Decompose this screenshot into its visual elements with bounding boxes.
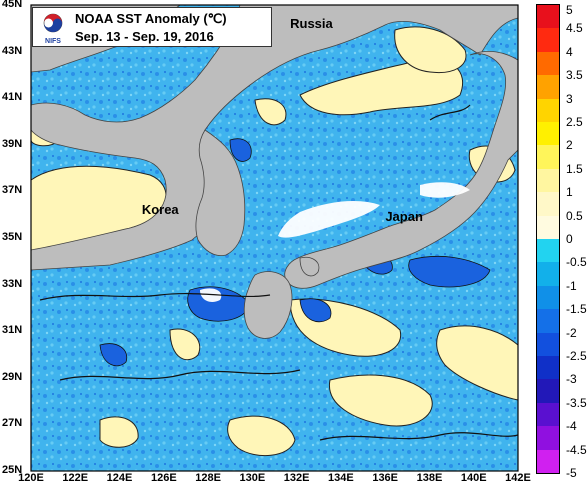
colorbar-segment — [537, 192, 559, 217]
lat-label: 29N — [2, 370, 23, 383]
colorbar-segment — [537, 449, 559, 474]
japan-land — [243, 50, 518, 339]
colorbar-segment — [537, 309, 559, 334]
colorbar-segment — [537, 5, 559, 29]
colorbar-segment — [537, 426, 559, 451]
colorbar-segment — [537, 122, 559, 146]
colorbar-tick-label: 1 — [566, 185, 573, 200]
colorbar-tick-label: 2 — [566, 138, 573, 153]
colorbar-segment — [537, 285, 559, 310]
lon-label: 136E — [372, 472, 399, 484]
lat-label: 45N — [2, 0, 23, 10]
nifs-logo: NIFS — [43, 13, 63, 45]
map-frame — [30, 4, 519, 472]
anomaly-contours — [39, 104, 518, 441]
cloud-mask — [200, 182, 470, 302]
lat-label: 39N — [2, 137, 23, 150]
map-date-range: Sep. 13 - Sep. 19, 2016 — [75, 29, 214, 44]
lat-label: 27N — [2, 417, 23, 430]
colorbar-segment — [537, 75, 559, 100]
colorbar-tick-label: -0.5 — [566, 255, 587, 270]
colorbar-tick-label: 0 — [566, 232, 573, 246]
colorbar-tick-label: -4 — [566, 419, 577, 434]
colorbar-segment — [537, 215, 559, 240]
place-label-korea: Korea — [141, 202, 179, 218]
colorbar-tick-label: 4.5 — [566, 21, 583, 36]
lon-label: 128E — [195, 472, 221, 484]
place-label-russia: Russia — [290, 15, 333, 31]
lon-label: 120E — [18, 472, 44, 484]
lon-label: 130E — [239, 472, 266, 484]
colorbar-segment — [537, 98, 559, 123]
colorbar-tick-label: 3 — [566, 91, 573, 106]
colorbar-segment — [537, 356, 559, 380]
colorbar-tick-label: -3 — [566, 372, 577, 387]
lon-label: 122E — [62, 472, 89, 484]
colorbar-tick-label: -1 — [566, 278, 577, 293]
lat-label: 35N — [2, 231, 23, 243]
colorbar-segment — [537, 28, 559, 53]
colorbar-segment — [537, 145, 559, 170]
lat-label: 37N — [2, 184, 23, 197]
lat-label: 31N — [2, 324, 23, 337]
colorbar-segment — [537, 262, 559, 287]
colorbar-tick-label: 3.5 — [566, 68, 583, 83]
lon-label: 142E — [505, 472, 531, 484]
colorbar — [536, 4, 560, 474]
svg-text:NIFS: NIFS — [45, 38, 61, 45]
colorbar-tick-label: -2 — [566, 325, 577, 340]
colorbar-tick-label: -5 — [566, 466, 577, 480]
colorbar-tick-label: -4.5 — [566, 442, 587, 457]
lon-label: 140E — [460, 472, 487, 484]
place-label-japan: Japan — [385, 209, 423, 225]
colorbar-tick-label: 5 — [566, 3, 573, 17]
colorbar-tick-label: 4 — [566, 44, 573, 59]
colorbar-segment — [537, 332, 559, 357]
lon-label: 132E — [283, 472, 310, 484]
lat-label: 33N — [2, 277, 23, 290]
lat-label: 43N — [2, 44, 23, 57]
colorbar-segment — [537, 168, 559, 193]
map-title: NOAA SST Anomaly (℃) — [75, 11, 227, 26]
colorbar-segment — [537, 402, 559, 427]
colorbar-segment — [537, 379, 559, 404]
colorbar-tick-label: 2.5 — [566, 115, 583, 129]
colorbar-tick-label: 0.5 — [566, 208, 583, 223]
colorbar-segment — [537, 239, 559, 263]
colorbar-tick-label: 1.5 — [566, 161, 583, 176]
lat-label: 41N — [2, 91, 23, 104]
lon-label: 126E — [150, 472, 177, 484]
title-box: NIFS NOAA SST Anomaly (℃) Sep. 13 - Sep.… — [32, 7, 272, 47]
colorbar-tick-label: -1.5 — [566, 302, 587, 317]
lon-label: 124E — [106, 472, 133, 484]
colorbar-tick-label: -3.5 — [566, 395, 587, 410]
colorbar-tick-label: -2.5 — [566, 349, 587, 363]
lon-label: 134E — [328, 472, 354, 484]
lat-label: 25N — [2, 464, 23, 476]
lon-label: 138E — [416, 472, 443, 484]
colorbar-segment — [537, 51, 559, 76]
